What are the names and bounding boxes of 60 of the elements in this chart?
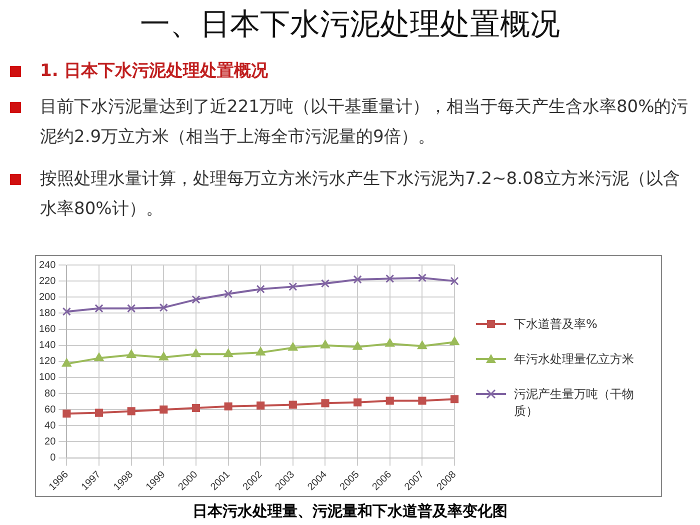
point <box>450 276 459 286</box>
point <box>354 398 362 406</box>
point <box>224 290 233 298</box>
point <box>288 400 297 409</box>
point <box>353 275 362 284</box>
y-tick-label: 140 <box>38 340 56 352</box>
point <box>386 396 394 405</box>
point <box>418 396 426 405</box>
point <box>127 304 136 313</box>
point <box>126 349 136 358</box>
point <box>94 352 104 362</box>
point <box>256 284 265 294</box>
legend-label: 年污水处理量亿立方米 <box>514 351 634 368</box>
point <box>192 295 200 304</box>
point <box>224 402 232 410</box>
point <box>94 304 104 313</box>
y-tick-label: 0 <box>50 452 56 464</box>
chart-title: 一、日本下水污泥处理处置概况 <box>139 6 561 44</box>
y-tick-label: 80 <box>44 388 56 400</box>
point <box>288 342 298 351</box>
y-tick-label: 200 <box>38 292 56 303</box>
point <box>352 341 362 350</box>
point <box>417 340 428 350</box>
point <box>450 336 460 346</box>
point <box>288 282 298 291</box>
point <box>94 408 104 417</box>
point <box>192 404 200 412</box>
chart-subtitle: 1. 日本下水污泥处理处置概况 <box>40 60 270 83</box>
point <box>450 395 459 404</box>
point <box>223 348 234 358</box>
text: 按照处理水量计算，处理每万立方米污水产生下水污泥为7.2~8.08立方米污泥（以含水率80%计）。 <box>40 168 682 221</box>
y-tick-label: 160 <box>38 324 56 336</box>
point <box>191 348 201 358</box>
y-tick-label: 220 <box>38 276 56 287</box>
y-tick-label: 40 <box>44 420 56 432</box>
point <box>160 406 168 414</box>
y-tick-label: 180 <box>38 308 56 319</box>
y-tick-label: 60 <box>44 404 56 416</box>
point <box>158 352 168 360</box>
text: 日本污水处理量、污泥量和下水道普及率变化图 <box>192 502 508 521</box>
point <box>256 347 266 356</box>
point <box>321 399 330 408</box>
point <box>418 274 426 282</box>
point <box>320 340 330 348</box>
legend-label: 下水道普及率% <box>514 316 598 333</box>
y-tick-label: 100 <box>38 372 56 384</box>
text: 目前下水污泥量达到了近221万吨（以干基重量计），相当于每天产生含水率80%的污泥约2.9万立方米（相当于上海全市污泥量的9倍）。 <box>40 96 690 149</box>
point <box>385 338 395 347</box>
point <box>320 279 330 288</box>
point <box>159 303 168 312</box>
y-tick-label: 240 <box>38 260 56 271</box>
point <box>256 402 265 410</box>
y-tick-label: 20 <box>44 436 56 448</box>
legend-label: 污泥产生量万吨（干物质） <box>514 386 635 420</box>
point <box>62 307 71 316</box>
point <box>386 274 394 283</box>
point <box>127 407 136 416</box>
point <box>62 410 71 418</box>
point <box>62 358 72 367</box>
y-tick-label: 120 <box>38 356 56 368</box>
